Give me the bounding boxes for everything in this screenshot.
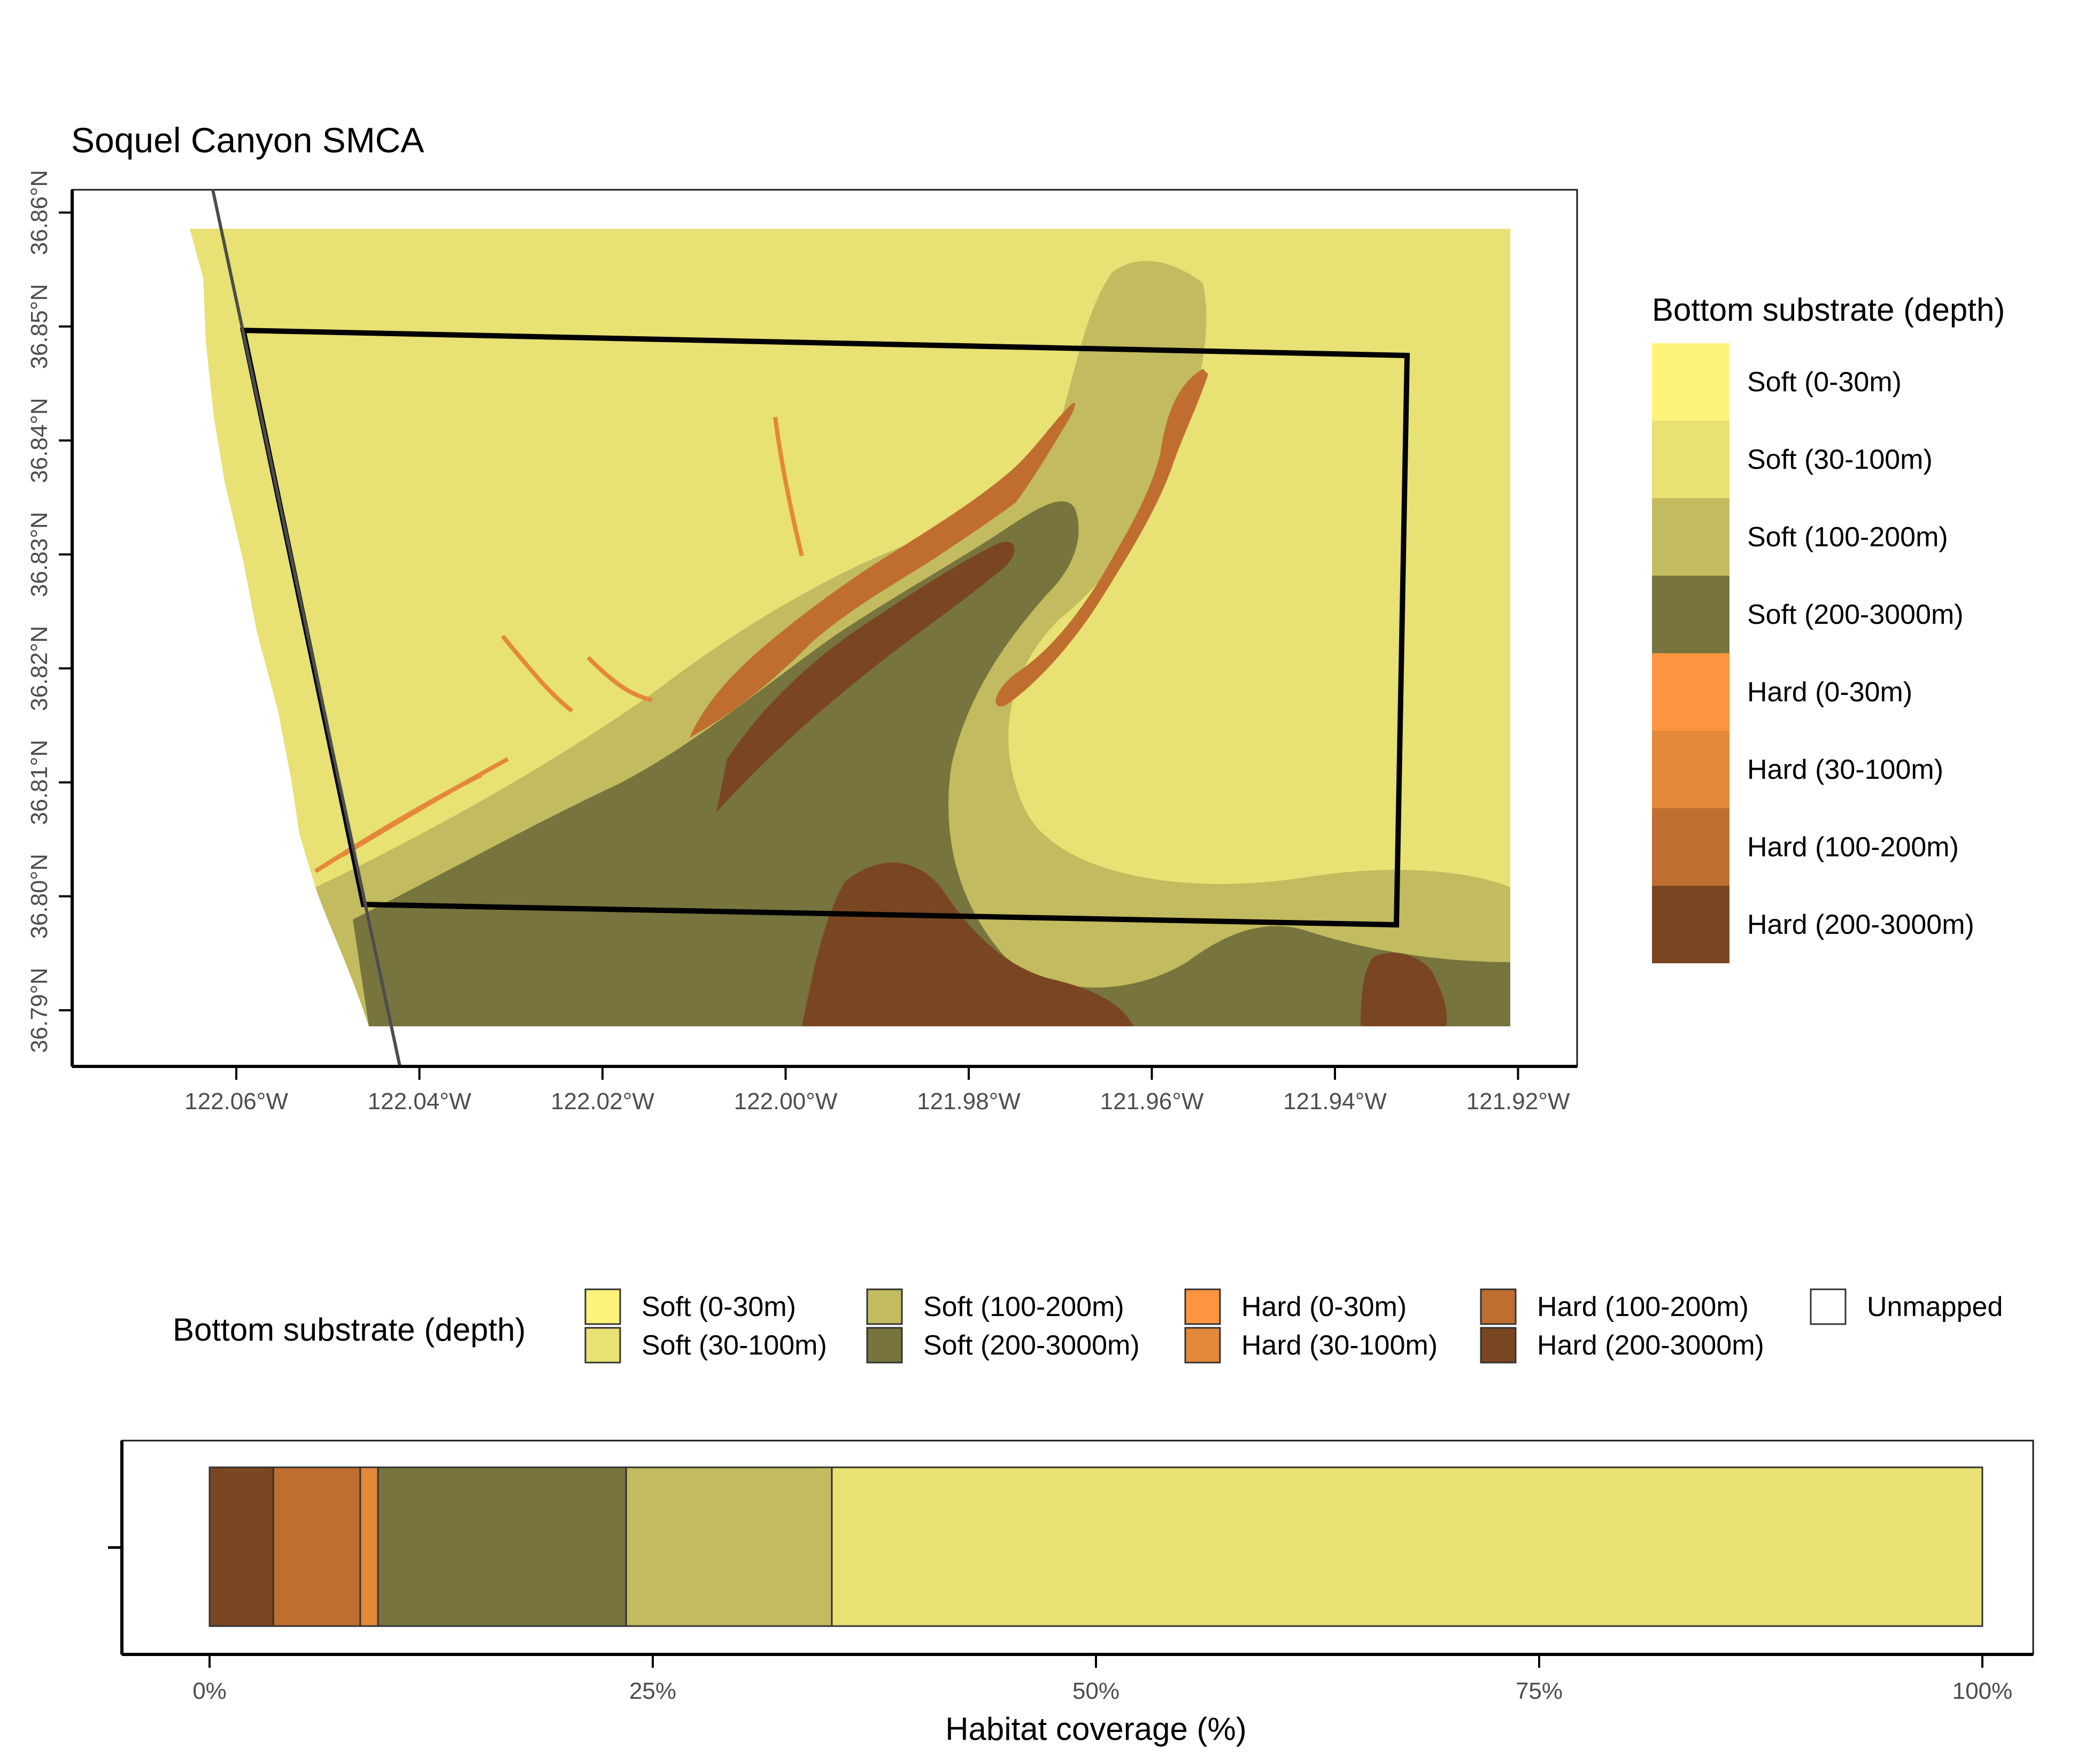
legend-right-swatch xyxy=(1652,886,1729,963)
coverage-x-tick-label: 25% xyxy=(629,1678,676,1704)
legend-right-label: Hard (200-3000m) xyxy=(1747,909,1974,940)
legend-right: Bottom substrate (depth) Soft (0-30m) Sof… xyxy=(1652,292,2005,963)
coverage-x-tick-label: 100% xyxy=(1952,1678,2013,1704)
legend-bottom-swatch xyxy=(866,1327,903,1364)
map-x-tick-label: 122.02°W xyxy=(551,1088,654,1115)
legend-right-label: Soft (30-100m) xyxy=(1747,444,1933,475)
coverage-segment-hard-100-200m xyxy=(272,1466,361,1627)
legend-bottom-swatch xyxy=(584,1288,621,1325)
map-y-tick-label: 36.86°N xyxy=(26,170,52,255)
legend-right-swatch xyxy=(1652,498,1729,576)
legend-bottom-swatch xyxy=(1480,1327,1517,1364)
legend-right-swatch xyxy=(1652,653,1729,731)
map-y-axis: 36.79°N 36.80°N 36.81°N 36.82°N 36.83°N 36.84… xyxy=(26,170,74,1066)
legend-bottom-label: Hard (0-30m) xyxy=(1241,1291,1407,1322)
legend-right-swatch xyxy=(1652,576,1729,653)
legend-right-swatch xyxy=(1652,808,1729,886)
legend-bottom-label: Hard (30-100m) xyxy=(1241,1330,1438,1361)
map-y-tick-label: 36.84°N xyxy=(26,398,52,483)
map-x-tick-label: 122.06°W xyxy=(184,1088,288,1115)
map-y-tick-label: 36.83°N xyxy=(26,512,52,597)
legend-bottom-label: Unmapped xyxy=(1867,1291,2003,1322)
coverage-x-tick-label: 50% xyxy=(1072,1678,1119,1704)
legend-right-swatch xyxy=(1652,731,1729,808)
map-panel xyxy=(71,189,1578,1067)
hard-100-200-east-rim xyxy=(995,369,1208,707)
legend-right-label: Hard (100-200m) xyxy=(1747,832,1959,863)
map-x-tick-label: 121.98°W xyxy=(917,1088,1021,1115)
legend-bottom-swatch xyxy=(1480,1288,1517,1325)
soft-200-3000-area xyxy=(353,501,1510,1026)
coverage-segment-soft-100-200m xyxy=(625,1466,833,1627)
map-y-tick-label: 36.82°N xyxy=(26,626,52,711)
legend-bottom-label: Hard (100-200m) xyxy=(1537,1291,1749,1322)
coverage-segment-hard-200-3000m xyxy=(208,1466,274,1627)
hard-200-3000-canyon-wall xyxy=(716,541,1015,813)
legend-right-title: Bottom substrate (depth) xyxy=(1652,292,2005,328)
map-x-axis: 122.06°W 122.04°W 122.02°W 122.00°W 121.98°W… xyxy=(72,1065,1577,1115)
legend-right-label: Soft (0-30m) xyxy=(1747,367,1902,398)
legend-bottom-swatch xyxy=(584,1327,621,1364)
coverage-segment-hard-30-100m xyxy=(359,1466,379,1627)
coverage-x-tick-label: 0% xyxy=(192,1678,227,1704)
legend-bottom-swatch xyxy=(866,1288,903,1325)
legend-right-label: Soft (200-3000m) xyxy=(1747,599,1964,630)
legend-bottom: Bottom substrate (depth) Soft (0-30m) Sof… xyxy=(173,1288,2003,1364)
map-title: Soquel Canyon SMCA xyxy=(71,120,424,160)
hard-200-3000-south-lobe xyxy=(802,862,1133,1026)
coverage-x-tick-label: 75% xyxy=(1516,1678,1563,1704)
legend-right-swatch xyxy=(1652,421,1729,498)
legend-bottom-swatch xyxy=(1184,1288,1221,1325)
legend-bottom-swatch xyxy=(1184,1327,1221,1364)
map-x-tick-label: 121.92°W xyxy=(1466,1088,1570,1115)
map-y-tick-label: 36.79°N xyxy=(26,968,52,1053)
hard-200-3000-se-patch xyxy=(1361,952,1447,1026)
coverage-chart: 0% 25% 50% 75% 100% Habitat coverage (%) xyxy=(108,1440,2034,1747)
map-x-tick-label: 122.04°W xyxy=(368,1088,472,1115)
map-x-tick-label: 121.94°W xyxy=(1283,1088,1387,1115)
map-x-tick-label: 121.96°W xyxy=(1100,1088,1204,1115)
hard-100-200-west-rim xyxy=(690,403,1075,738)
legend-bottom-title: Bottom substrate (depth) xyxy=(173,1312,526,1348)
legend-bottom-swatch xyxy=(1810,1288,1847,1325)
legend-right-label: Hard (30-100m) xyxy=(1747,754,1943,785)
coverage-x-label: Habitat coverage (%) xyxy=(945,1711,1247,1747)
legend-right-label: Hard (0-30m) xyxy=(1747,677,1912,708)
coverage-segment-soft-30-100m xyxy=(831,1466,1983,1627)
map-y-tick-label: 36.85°N xyxy=(26,284,52,369)
coverage-segment-soft-200-3000m xyxy=(377,1466,627,1627)
map-y-tick-label: 36.80°N xyxy=(26,854,52,939)
legend-right-swatch xyxy=(1652,343,1729,421)
survey-line xyxy=(211,189,401,1067)
map-y-tick-label: 36.81°N xyxy=(26,740,52,825)
legend-bottom-label: Soft (0-30m) xyxy=(642,1291,796,1322)
legend-right-label: Soft (100-200m) xyxy=(1747,522,1948,553)
legend-bottom-label: Soft (30-100m) xyxy=(642,1330,827,1361)
habitat-layer xyxy=(190,229,1510,1027)
legend-bottom-label: Soft (200-3000m) xyxy=(923,1330,1140,1361)
legend-bottom-label: Soft (100-200m) xyxy=(923,1291,1124,1322)
legend-bottom-label: Hard (200-3000m) xyxy=(1537,1330,1764,1361)
map-x-tick-label: 122.00°W xyxy=(734,1088,838,1115)
hard-30-100-shelf-features xyxy=(314,416,804,873)
